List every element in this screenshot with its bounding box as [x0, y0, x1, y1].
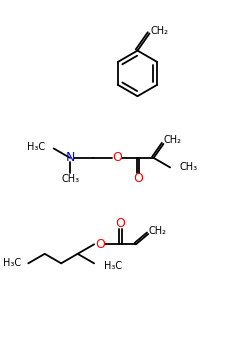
Text: H₃C: H₃C — [104, 261, 122, 271]
Text: CH₃: CH₃ — [180, 162, 198, 173]
Text: CH₂: CH₂ — [164, 135, 182, 145]
Text: CH₂: CH₂ — [151, 26, 169, 36]
Text: O: O — [133, 172, 143, 185]
Text: O: O — [112, 152, 122, 164]
Text: H₃C: H₃C — [27, 142, 45, 153]
Text: O: O — [115, 217, 125, 230]
Text: N: N — [66, 152, 75, 164]
Text: H₃C: H₃C — [2, 258, 21, 268]
Text: CH₂: CH₂ — [149, 226, 167, 236]
Text: O: O — [95, 238, 105, 251]
Text: CH₃: CH₃ — [61, 174, 79, 184]
